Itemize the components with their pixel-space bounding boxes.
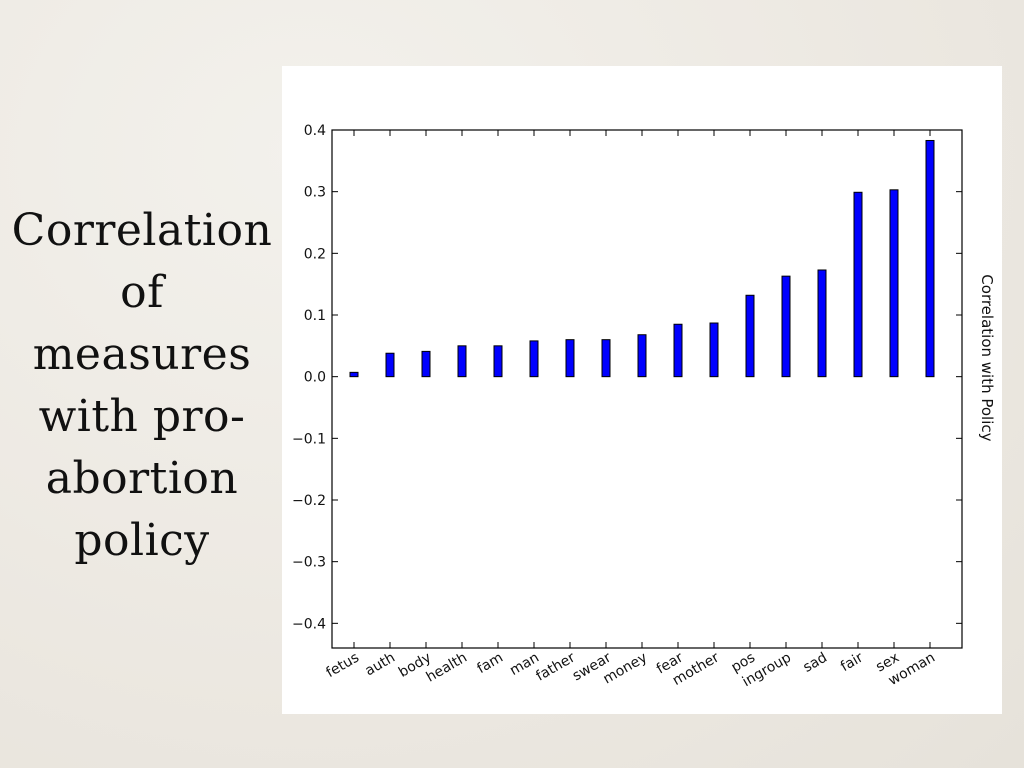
chart-panel: 0.4 0.3 0.2 0.1 0.0 −0.1 −0.2 −0.3 −0.4 fetus aut… [282,66,1002,714]
bar-father [565,339,575,378]
x-tick-label: sad [801,650,830,676]
slide-title: Correlation of measures with pro- aborti… [8,200,276,572]
plot-frame [331,129,963,649]
title-line: abortion [45,453,239,504]
bar-man [529,340,539,378]
bar-fair [853,191,863,378]
bar-ingroup [781,275,791,378]
bar-chart: 0.4 0.3 0.2 0.1 0.0 −0.1 −0.2 −0.3 −0.4 fetus aut… [292,123,996,690]
bar-health [457,345,467,378]
x-tick-label: auth [362,650,398,680]
y-axis: 0.4 0.3 0.2 0.1 0.0 −0.1 −0.2 −0.3 −0.4 [292,123,962,632]
bar-pos [745,294,755,378]
bar-fear [673,323,683,378]
y-tick-label: 0.3 [304,185,326,201]
y-tick-label: −0.4 [292,616,326,632]
bars-layer [349,139,935,378]
title-line: policy [74,515,210,566]
x-tick-label: fetus [324,650,362,681]
bar-sad [817,269,827,378]
y-tick-label: 0.0 [304,370,326,386]
y-tick-label: −0.2 [292,493,326,509]
bar-body [421,350,431,378]
bar-fetus [349,371,359,378]
bar-sex [889,189,899,378]
bar-mother [709,322,719,378]
x-tick-label: fair [838,649,866,675]
y-axis-label: Correlation with Policy [978,274,996,441]
title-line: with pro- [38,391,246,442]
bar-swear [601,339,611,378]
title-line: Correlation [11,205,273,256]
x-tick-label: health [424,650,470,686]
bar-woman [925,139,935,378]
title-line: of [120,267,164,318]
y-tick-label: 0.1 [304,308,326,324]
bar-fam [493,345,503,378]
y-tick-label: 0.4 [304,123,326,139]
x-tick-label: fam [474,650,506,677]
bar-auth [385,352,395,378]
y-tick-label: 0.2 [304,246,326,262]
x-tick-label: father [533,649,578,684]
y-tick-label: −0.1 [292,431,326,447]
bar-money [637,334,647,378]
title-line: measures [32,329,252,380]
y-tick-label: −0.3 [292,555,326,571]
